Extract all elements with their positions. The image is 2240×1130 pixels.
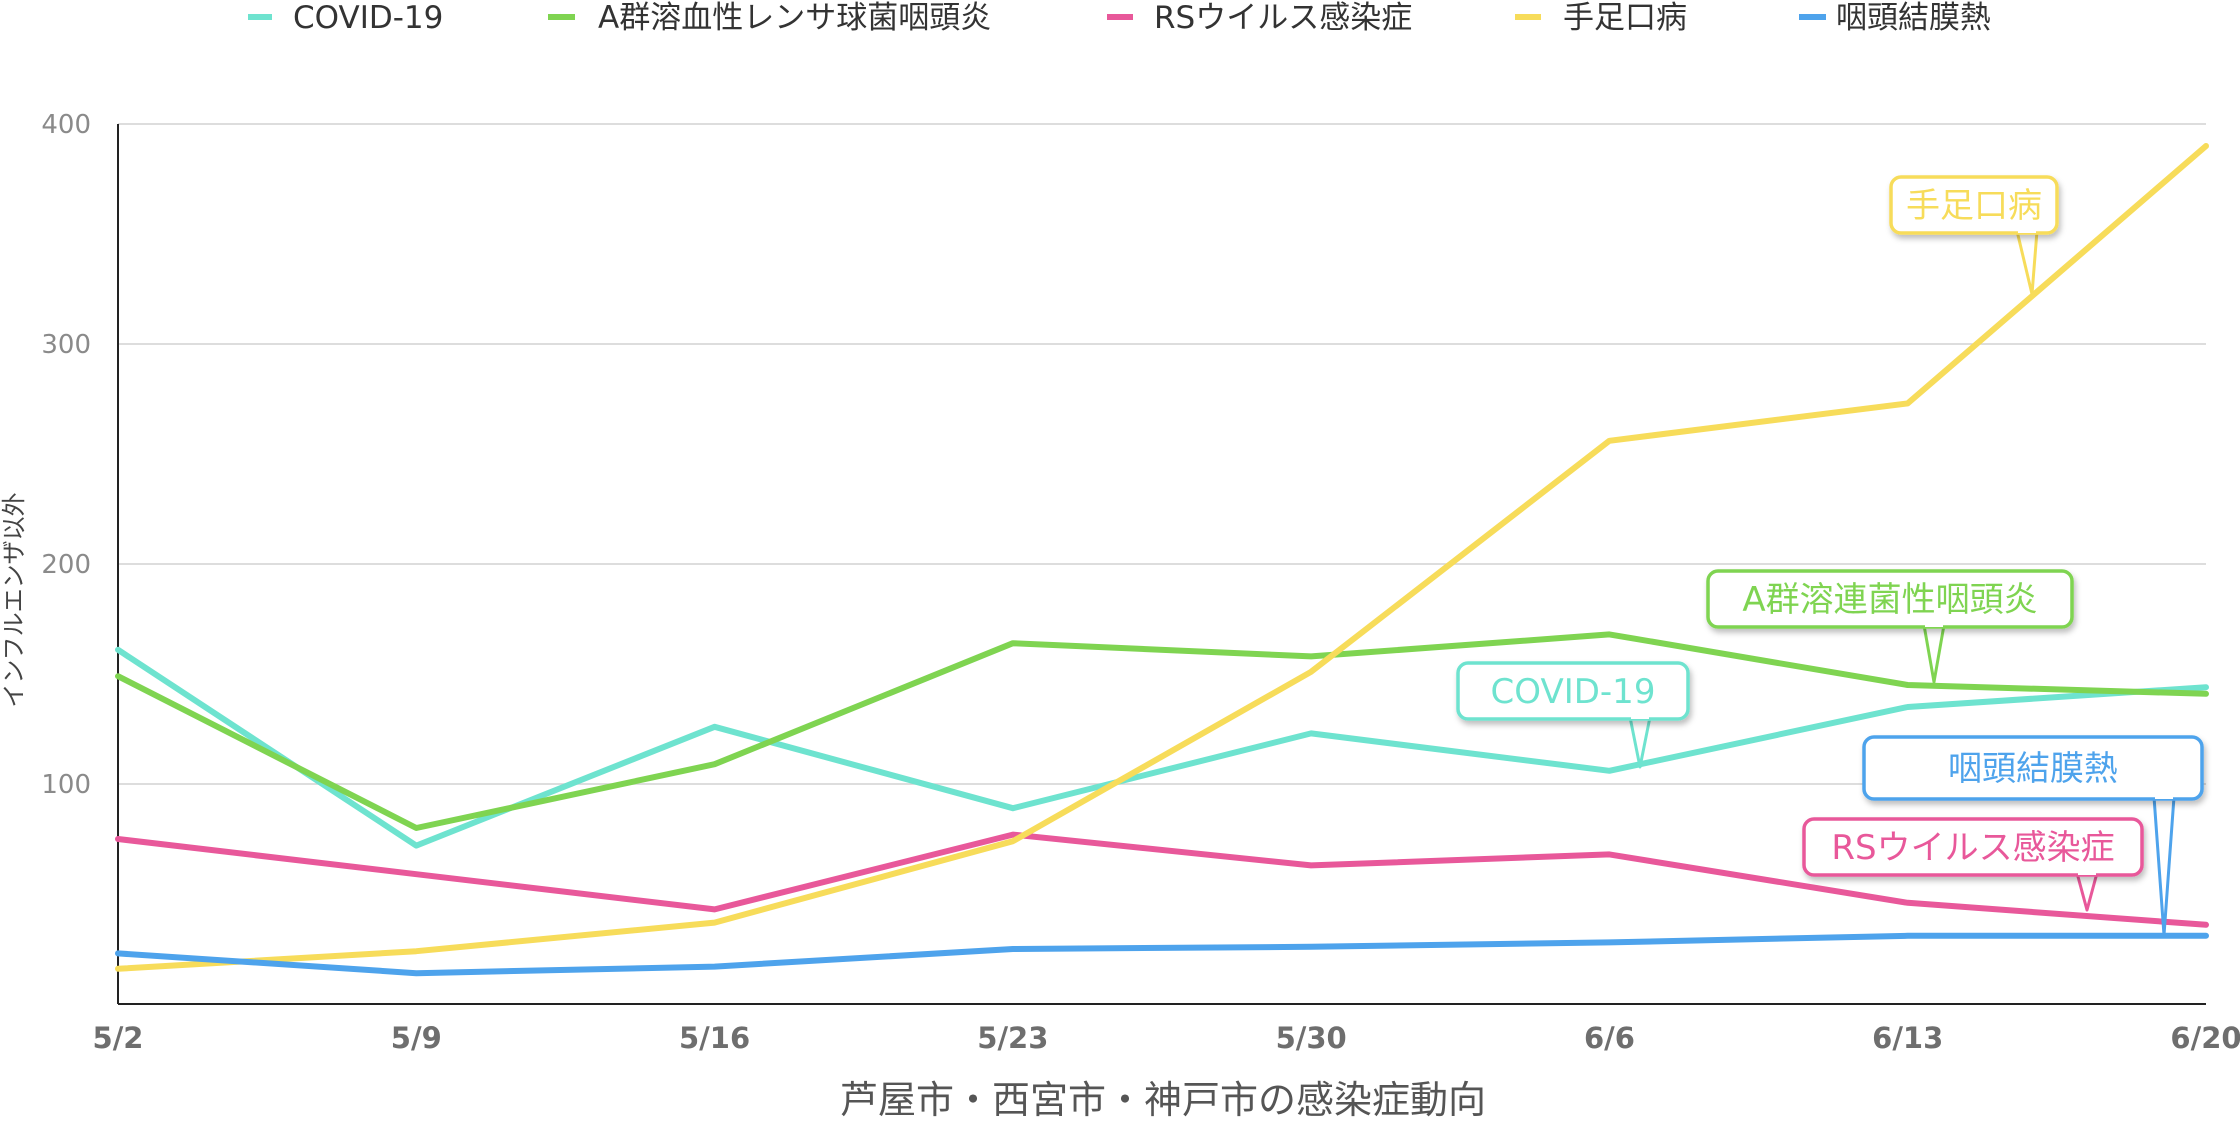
callout-joint <box>2078 869 2096 875</box>
x-tick-label: 6/6 <box>1584 1021 1635 1055</box>
callout-label: COVID-19 <box>1491 672 1656 712</box>
callout-pointer <box>1628 715 1652 769</box>
callout-joint <box>2155 793 2173 799</box>
legend-item: 手足口病 <box>1515 0 1687 36</box>
y-axis-label: インフルエンザ以外 <box>0 492 28 707</box>
callout-box <box>1862 735 2204 801</box>
series-lines <box>115 143 2209 977</box>
series-line <box>115 932 2209 977</box>
x-tick-label: 5/2 <box>93 1021 144 1055</box>
legend-label: RSウイルス感染症 <box>1154 0 1412 36</box>
callout: 咽頭結膜熱 <box>1862 735 2204 937</box>
legend-item: 咽頭結膜熱 <box>1799 0 1991 36</box>
callouts: 手足口病 A群溶連菌性咽頭炎 COVID-19 咽頭結膜熱 RSウイルス感染症 <box>1456 175 2204 937</box>
callout-box <box>1889 175 2059 235</box>
x-tick-label: 5/9 <box>391 1021 442 1055</box>
gridlines <box>118 123 2206 785</box>
series-line <box>115 831 2209 928</box>
legend-label: COVID-19 <box>293 0 443 36</box>
callout-box <box>1456 661 1690 721</box>
callout-label: 咽頭結膜熱 <box>1948 749 2118 789</box>
y-tick-label: 100 <box>41 770 91 800</box>
x-tick-label: 5/30 <box>1276 1021 1347 1055</box>
callout: 手足口病 <box>1889 175 2059 296</box>
x-tick-label: 6/13 <box>1872 1021 1943 1055</box>
callout-pointer <box>2152 795 2176 937</box>
legend-item: RSウイルス感染症 <box>1107 0 1412 36</box>
x-axis-ticks: 5/2 5/9 5/16 5/23 5/30 6/6 6/13 6/20 <box>93 1021 2240 1055</box>
legend-label: 咽頭結膜熱 <box>1836 0 1991 36</box>
callout: COVID-19 <box>1456 661 1690 769</box>
callout-label: RSウイルス感染症 <box>1831 828 2114 868</box>
callout: RSウイルス感染症 <box>1802 817 2144 912</box>
callout-label: A群溶連菌性咽頭炎 <box>1742 580 2037 620</box>
legend-label: 手足口病 <box>1563 0 1687 36</box>
callout-joint <box>1925 621 1943 627</box>
callout-joint <box>2018 227 2036 233</box>
callout: A群溶連菌性咽頭炎 <box>1706 569 2074 684</box>
callout-label: 手足口病 <box>1906 186 2042 226</box>
callout-box <box>1706 569 2074 629</box>
x-tick-label: 5/16 <box>679 1021 750 1055</box>
legend-item: COVID-19 <box>248 0 443 36</box>
y-tick-label: 200 <box>41 550 91 580</box>
y-tick-label: 400 <box>41 110 91 140</box>
series-line <box>115 631 2209 831</box>
series-line <box>115 646 2209 849</box>
series-line <box>115 143 2209 972</box>
legend: COVID-19 A群溶血性レンサ球菌咽頭炎 RSウイルス感染症 手足口病 咽頭… <box>248 0 1991 36</box>
callout-pointer <box>1922 623 1946 684</box>
callout-joint <box>1631 713 1649 719</box>
legend-label: A群溶血性レンサ球菌咽頭炎 <box>598 0 991 36</box>
x-tick-label: 6/20 <box>2170 1021 2240 1055</box>
callout-pointer <box>2015 229 2039 296</box>
y-tick-label: 300 <box>41 330 91 360</box>
legend-item: A群溶血性レンサ球菌咽頭炎 <box>548 0 991 36</box>
x-tick-label: 5/23 <box>977 1021 1048 1055</box>
axes <box>117 124 2206 1005</box>
y-axis-ticks: 100 200 300 400 <box>41 110 91 800</box>
callout-pointer <box>2075 871 2099 912</box>
callout-box <box>1802 817 2144 877</box>
x-axis-label: 芦屋市・西宮市・神戸市の感染症動向 <box>840 1078 1486 1122</box>
